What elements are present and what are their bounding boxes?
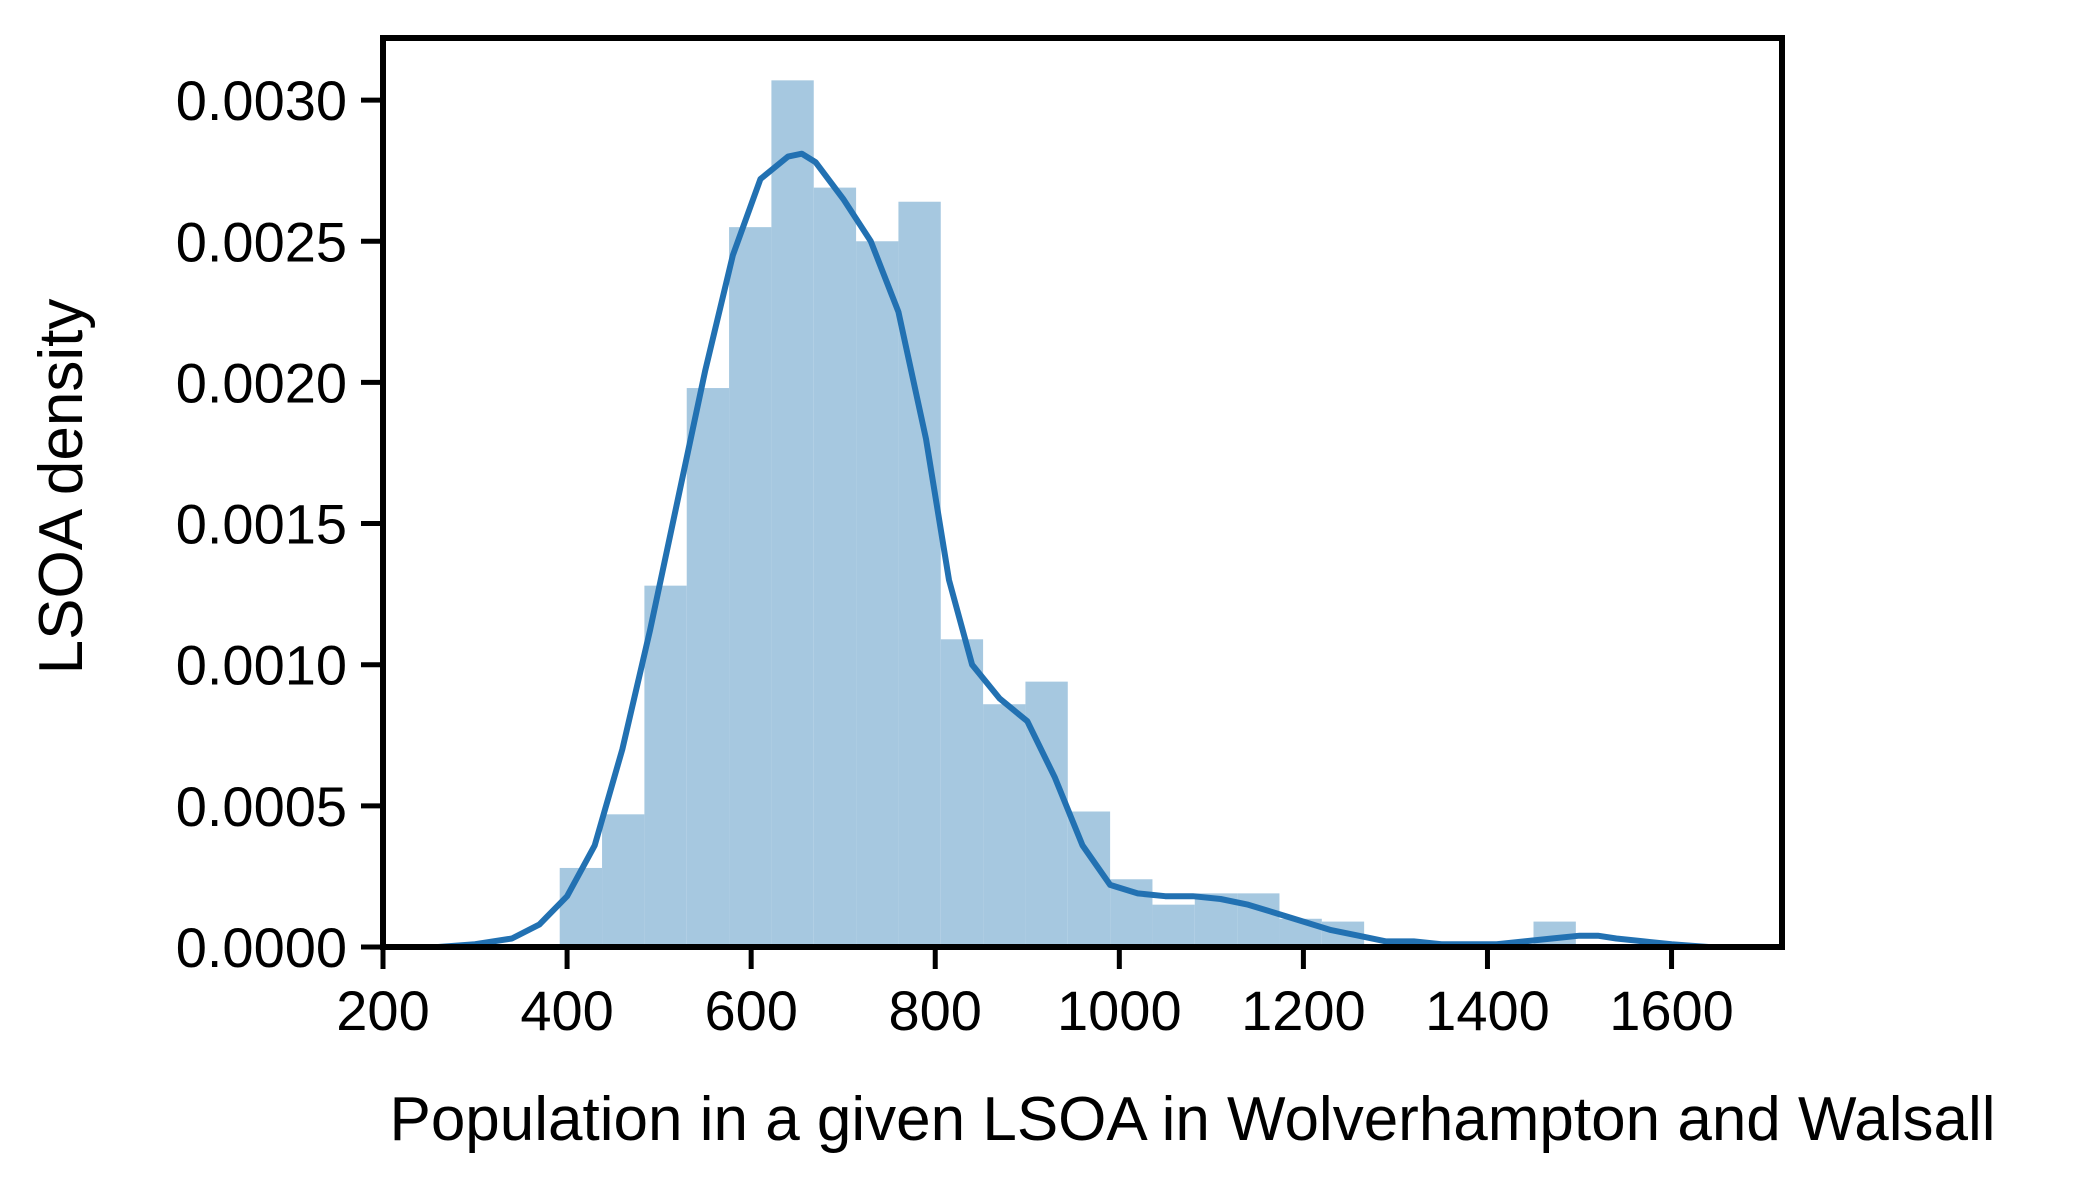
histogram-bar <box>1025 681 1068 947</box>
x-axis-ticks: 200 400 600 800 1000 1200 1400 1600 <box>336 947 1734 1042</box>
x-tick-label: 1000 <box>1057 979 1182 1042</box>
histogram-bar <box>983 704 1026 947</box>
y-axis-label: LSOA density <box>27 299 96 675</box>
kde-density-line <box>435 150 1730 950</box>
histogram-bar <box>686 388 730 947</box>
histogram-bar <box>898 201 941 948</box>
x-tick-label: 1200 <box>1241 979 1366 1042</box>
y-tick-label: 0.0010 <box>176 634 347 697</box>
histogram-bar <box>1152 904 1195 947</box>
histogram-bar <box>559 867 603 947</box>
y-tick-label: 0.0005 <box>176 775 347 838</box>
x-tick-label: 1400 <box>1425 979 1550 1042</box>
x-tick-label: 600 <box>704 979 797 1042</box>
histogram-bar <box>729 227 772 947</box>
x-axis-label: Population in a given LSOA in Wolverhamp… <box>389 1085 1995 1154</box>
plot-frame <box>380 35 1785 950</box>
histogram-bar <box>813 187 857 947</box>
y-tick-label: 0.0025 <box>176 210 347 273</box>
x-tick-label: 400 <box>520 979 613 1042</box>
x-tick-label: 800 <box>889 979 982 1042</box>
histogram-bar <box>771 80 814 947</box>
histogram-bar <box>940 639 984 947</box>
y-tick-label: 0.0030 <box>176 69 347 132</box>
y-tick-label: 0.0015 <box>176 493 347 556</box>
x-tick-label: 1600 <box>1609 979 1734 1042</box>
histogram-bars <box>559 80 1576 948</box>
histogram-bar <box>602 814 645 947</box>
y-axis-ticks: 0.0000 0.0005 0.0010 0.0015 0.0020 0.0025 0.00… <box>176 69 383 979</box>
histogram-bar <box>856 241 899 948</box>
y-tick-label: 0.0020 <box>176 351 347 414</box>
x-tick-label: 200 <box>336 979 429 1042</box>
histogram-bar <box>644 585 687 947</box>
y-tick-label: 0.0000 <box>176 916 347 979</box>
